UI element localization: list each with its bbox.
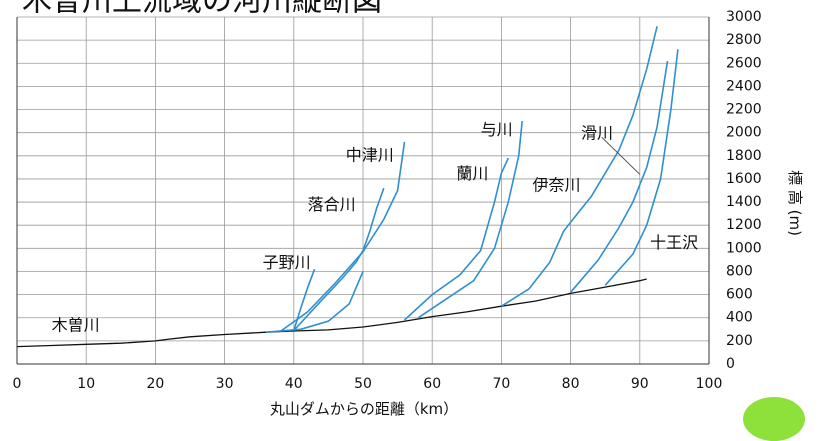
series-label: 伊奈川 (533, 175, 581, 194)
series-label: 蘭川 (456, 164, 488, 183)
grid (16, 16, 710, 365)
y-tick-label: 3000 (726, 9, 762, 25)
x-tick-label: 40 (285, 376, 303, 392)
axes (16, 17, 710, 365)
series-label: 十王沢 (650, 233, 698, 252)
series-label: 木曽川 (52, 315, 100, 334)
x-tick-label: 30 (216, 376, 234, 392)
x-tick-label: 0 (13, 376, 22, 392)
series-label: 落合川 (308, 195, 356, 214)
x-tick-label: 10 (77, 376, 95, 392)
x-tick-label: 80 (562, 376, 580, 392)
y-tick-label: 1800 (726, 148, 762, 164)
y-axis-label: 標 高 (m) (786, 170, 804, 236)
label-leader-line (601, 136, 641, 175)
series-line (417, 121, 523, 319)
chart-title: 木曽川上流域の河川縦断図 (22, 0, 382, 19)
y-tick-label: 200 (726, 333, 753, 349)
y-tick-label: 400 (726, 310, 753, 326)
y-tick-label: 2200 (726, 102, 762, 118)
label-leaders (601, 136, 641, 175)
series-line (279, 141, 406, 333)
series-line (604, 49, 679, 286)
river-profile-chart: 木曽川上流域の河川縦断図 0 10 20 30 40 50 60 70 80 90 100 0 200… (13, 0, 804, 418)
x-tick-label: 50 (354, 376, 372, 392)
y-tick-label: 1200 (726, 217, 762, 233)
series-line (293, 268, 316, 331)
x-tick-label: 100 (696, 376, 723, 392)
series-label: 中津川 (346, 145, 394, 164)
series-label: 与川 (481, 120, 513, 139)
y-tick-label: 1600 (726, 171, 762, 187)
x-tick-label: 70 (492, 376, 510, 392)
x-tick-label: 60 (423, 376, 441, 392)
y-tick-label: 2600 (726, 55, 762, 71)
y-tick-labels: 0 200 400 600 800 1000 1200 1400 1600 1800 2000 220… (726, 9, 762, 372)
series-group (16, 26, 679, 348)
y-tick-label: 600 (726, 287, 753, 303)
x-tick-labels: 0 10 20 30 40 50 60 70 80 90 100 (13, 376, 723, 392)
x-axis-label: 丸山ダムからの距離（km） (270, 400, 458, 418)
x-tick-label: 20 (146, 376, 164, 392)
series-line (16, 278, 647, 348)
series-label: 滑川 (581, 123, 613, 142)
y-tick-label: 1400 (726, 194, 762, 210)
series-label: 子野川 (263, 253, 311, 272)
y-tick-label: 1000 (726, 240, 762, 256)
x-tick-label: 90 (631, 376, 649, 392)
series-line (500, 26, 658, 307)
decorative-circle (743, 397, 805, 441)
y-tick-label: 800 (726, 263, 753, 279)
series-line (266, 271, 364, 333)
y-tick-label: 0 (726, 356, 735, 372)
y-tick-label: 2400 (726, 78, 762, 94)
y-tick-label: 2800 (726, 32, 762, 48)
series-line (403, 157, 510, 321)
series-line (569, 60, 669, 293)
y-tick-label: 2000 (726, 125, 762, 141)
